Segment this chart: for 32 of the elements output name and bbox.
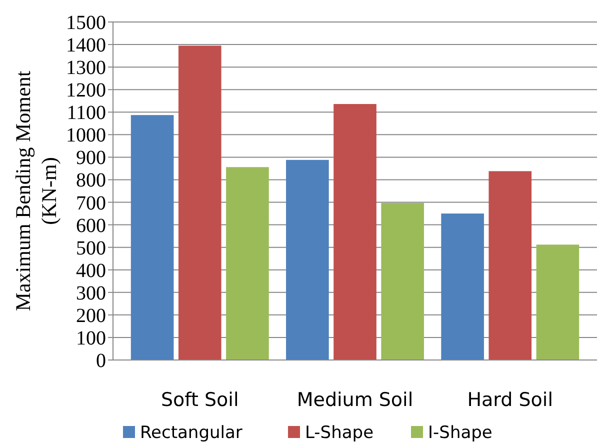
bar [441,214,484,360]
x-tick-label: Hard Soil [467,389,554,411]
bar [488,171,532,360]
bar [226,167,269,360]
bar [286,160,329,360]
y-tick-label: 400 [76,260,106,282]
x-tick-label: Medium Soil [296,389,414,411]
y-tick-label: 900 [76,147,106,170]
y-tick-label: 200 [76,304,106,327]
bar [381,202,424,360]
y-tick-label: 300 [76,282,106,304]
legend-label: L-Shape [305,423,374,443]
y-tick-label: 1500 [66,12,106,34]
y-tick-label: 700 [76,192,106,214]
y-tick-label: 100 [76,327,106,350]
y-axis-title: Maximum Bending Moment (KN-m) [11,70,61,312]
y-tick-label: 1400 [66,34,106,57]
legend-label: Rectangular [140,423,242,443]
bar [178,46,222,360]
y-tick-label: 1000 [66,124,106,147]
x-tick-label: Soft Soil [160,389,239,411]
y-tick-label: 600 [76,214,106,237]
y-tick-label: 1300 [66,57,106,80]
legend-label: I-Shape [428,423,492,443]
y-tick-label: 1200 [66,80,106,102]
bar [536,244,580,360]
y-tick-label: 0 [96,350,106,372]
y-tick-label: 1100 [66,102,106,124]
bar [334,104,376,360]
y-tick-label: 800 [76,170,106,192]
y-tick-label: 500 [76,237,106,260]
bar [130,115,174,360]
